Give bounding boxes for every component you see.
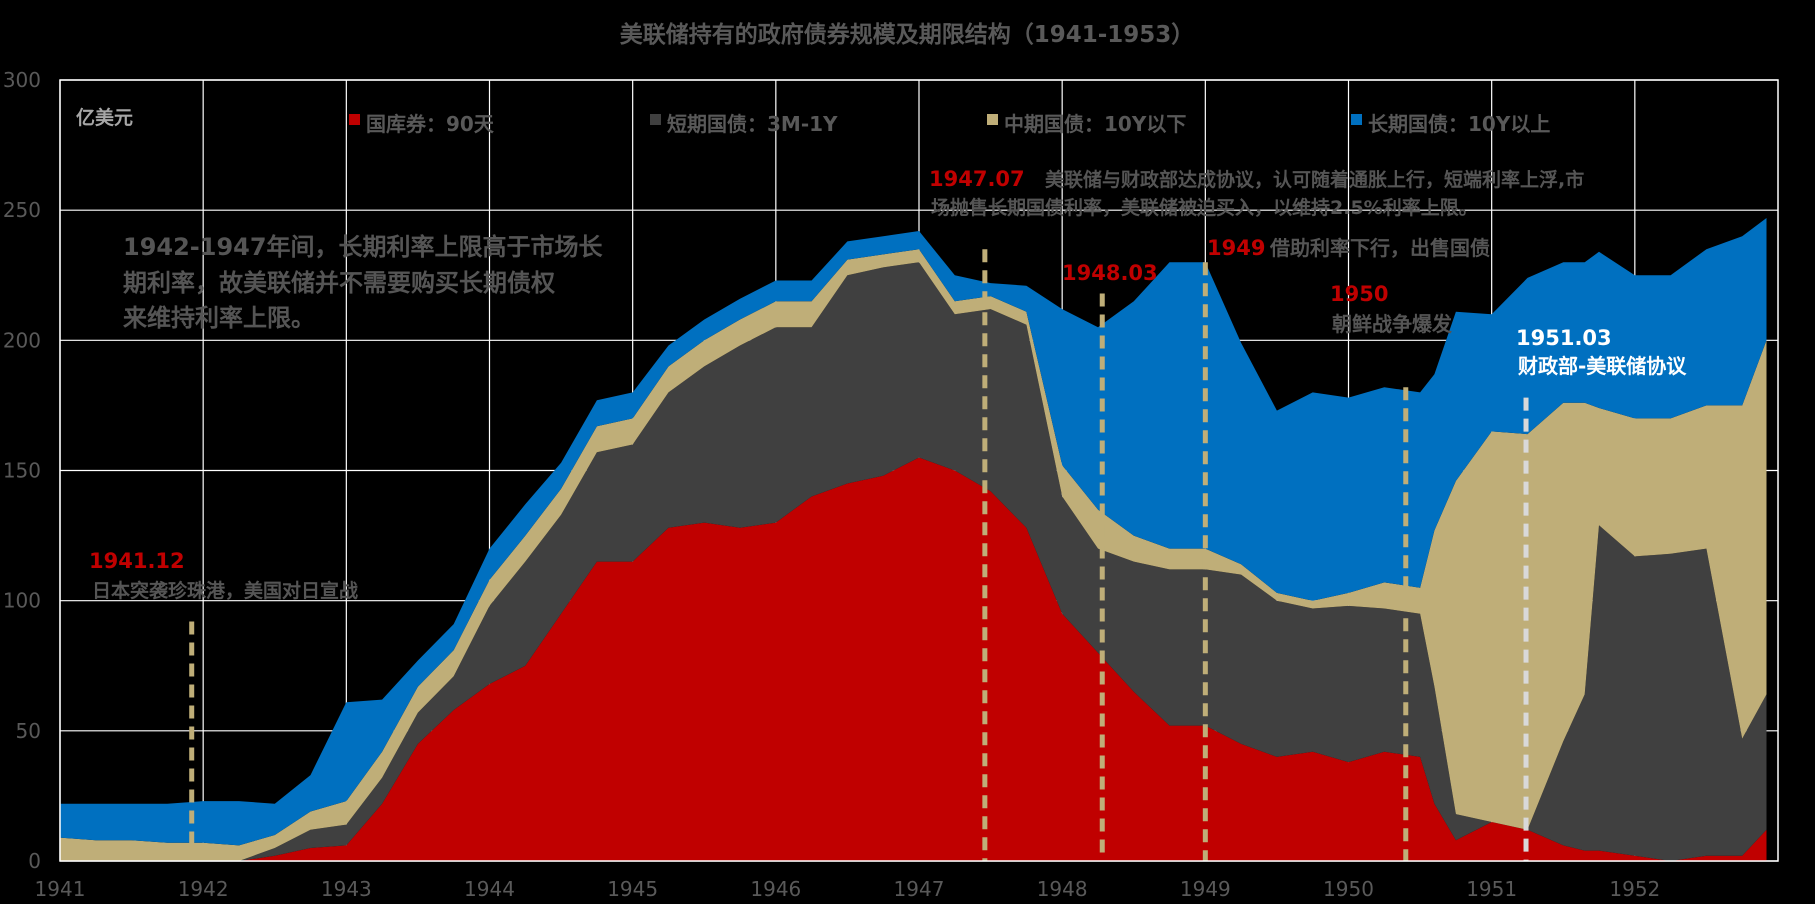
y-tick-label-300: 300 [3, 68, 41, 92]
annotation-1950-date: 1950 [1330, 282, 1388, 306]
x-tick-label-1947: 1947 [894, 877, 945, 901]
plot-frame [59, 79, 1779, 862]
y-tick-label-200: 200 [3, 328, 41, 352]
annotation-1948-date: 1948.03 [1062, 261, 1158, 285]
annotation-1942-line1: 1942-1947年间，长期利率上限高于市场长 [123, 233, 604, 261]
annotation-1942-line2: 期利率，故美联储并不需要购买长期债权 [123, 269, 555, 297]
legend-label-long-term: 长期国债：10Y以上 [1368, 112, 1550, 136]
area-series-3 [60, 218, 1767, 846]
y-axis-ticks: 0 50 100 150 200 250 300 [3, 68, 41, 873]
legend-swatch-long-term [1351, 114, 1362, 125]
x-tick-label-1941: 1941 [35, 877, 86, 901]
unit-label: 亿美元 [76, 106, 133, 129]
x-tick-label-1948: 1948 [1037, 877, 1088, 901]
event-lines [189, 249, 1529, 861]
annotation-1949-date: 1949 [1207, 236, 1265, 260]
x-tick-label-1946: 1946 [750, 877, 801, 901]
legend-swatch-medium-term [987, 114, 998, 125]
annotation-1949-text: 借助利率下行，出售国债 [1269, 236, 1490, 260]
x-tick-label-1943: 1943 [321, 877, 372, 901]
legend: 国库券：90天 短期国债：3M-1Y 中期国债：10Y以下 长期国债：10Y以上 [349, 112, 1550, 136]
y-tick-label-100: 100 [3, 589, 41, 613]
legend-label-treasury-bills: 国库券：90天 [366, 112, 495, 136]
annotation-1950-text: 朝鲜战争爆发 [1332, 312, 1453, 336]
legend-swatch-treasury-bills [349, 114, 360, 125]
x-axis-ticks: 1941 1942 1943 1944 1945 1946 1947 1948 1949 1950… [35, 877, 1661, 901]
legend-label-short-term: 短期国债：3M-1Y [667, 112, 838, 136]
plot-border [59, 79, 1779, 862]
y-tick-label-0: 0 [28, 849, 41, 873]
annotation-1951-date: 1951.03 [1516, 326, 1612, 350]
annotation-1947-date: 1947.07 [929, 167, 1025, 191]
annotation-1947-line2: 场抛售长期国债利率，美联储被迫买入，以维持2.5%利率上限。 [931, 196, 1478, 219]
x-tick-label-1950: 1950 [1323, 877, 1374, 901]
annotation-1942-line3: 来维持利率上限。 [123, 304, 315, 332]
y-tick-label-150: 150 [3, 459, 41, 483]
x-tick-label-1952: 1952 [1609, 877, 1660, 901]
annotations: 1941.12 日本突袭珍珠港，美国对日宣战 1942-1947年间，长期利率上… [89, 167, 1687, 602]
y-tick-label-50: 50 [16, 719, 41, 743]
annotation-1941-date: 1941.12 [89, 549, 185, 573]
y-tick-label-250: 250 [3, 198, 41, 222]
stacked-areas [60, 218, 1767, 861]
x-tick-label-1951: 1951 [1466, 877, 1517, 901]
x-tick-label-1945: 1945 [607, 877, 658, 901]
annotation-1947-line1: 美联储与财政部达成协议，认可随着通胀上行，短端利率上浮,市 [1045, 168, 1584, 191]
legend-label-medium-term: 中期国债：10Y以下 [1004, 112, 1186, 136]
area-series-0 [60, 457, 1767, 861]
annotation-1951-text: 财政部-美联储协议 [1518, 354, 1687, 378]
legend-swatch-short-term [650, 114, 661, 125]
x-tick-label-1942: 1942 [178, 877, 229, 901]
chart-title: 美联储持有的政府债券规模及期限结构（1941-1953） [620, 21, 1195, 48]
area-series-1 [60, 262, 1767, 861]
annotation-1941-text: 日本突袭珍珠港，美国对日宣战 [92, 579, 358, 602]
x-tick-label-1949: 1949 [1180, 877, 1231, 901]
x-tick-label-1944: 1944 [464, 877, 515, 901]
